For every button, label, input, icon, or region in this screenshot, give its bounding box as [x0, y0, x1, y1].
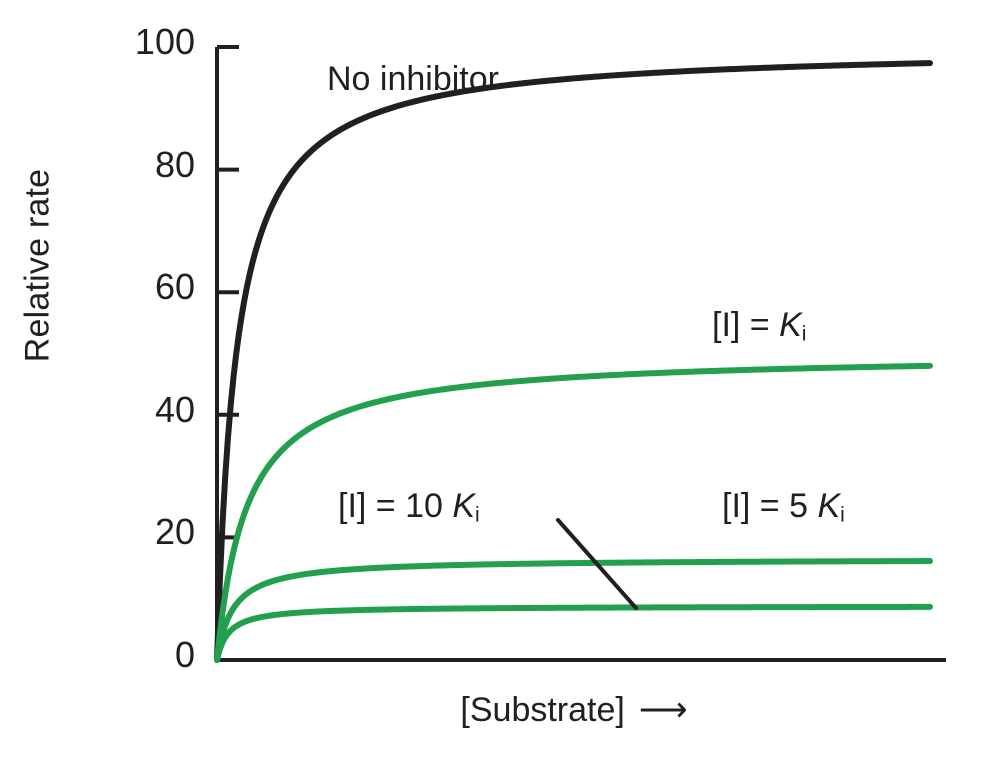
chart-leader-lines — [556, 518, 638, 610]
y-axis-tick-label: 40 — [154, 388, 195, 430]
x-axis-title: [Substrate] ⟶ — [217, 690, 930, 730]
annotation-5ki-subscript: i — [840, 503, 845, 527]
x-axis-arrow-icon: ⟶ — [638, 691, 688, 729]
x-axis-title-text: [Substrate] — [460, 691, 625, 729]
annotation-5ki-symbol: K — [817, 487, 841, 525]
annotation-i-equals-10ki: [I] = 10 Ki — [338, 487, 480, 528]
annotation-no-inhibitor-text: No inhibitor — [327, 60, 499, 98]
y-axis-tick-label: 20 — [154, 511, 195, 553]
y-axis-tick-label: 0 — [174, 634, 195, 675]
y-axis-tick-label: 100 — [134, 21, 195, 62]
leader-10ki — [556, 518, 638, 610]
y-axis-title-text: Relative rate — [18, 168, 57, 363]
curve-series-1 — [214, 362, 933, 663]
annotation-ki-subscript: i — [801, 322, 807, 346]
annotation-10ki-subscript: i — [475, 503, 480, 527]
annotation-no-inhibitor: No inhibitor — [327, 60, 499, 99]
annotation-ki-prefix: [I] = — [712, 306, 780, 344]
curve-series-3 — [214, 603, 933, 663]
curve-series-0 — [214, 60, 933, 663]
annotation-ki-symbol: K — [779, 306, 802, 344]
annotation-i-equals-5ki: [I] = 5 Ki — [722, 487, 845, 528]
annotation-5ki-prefix: [I] = 5 — [722, 487, 818, 525]
chart-curves — [214, 60, 933, 663]
curve-series-2 — [214, 558, 933, 663]
annotation-10ki-prefix: [I] = 10 — [338, 487, 453, 525]
y-axis-title: Relative rate — [19, 156, 58, 376]
annotation-i-equals-ki: [I] = Ki — [712, 306, 806, 347]
y-axis-tick-label: 60 — [154, 266, 195, 308]
y-axis-tick-label: 80 — [154, 143, 195, 185]
annotation-10ki-symbol: K — [452, 487, 476, 525]
